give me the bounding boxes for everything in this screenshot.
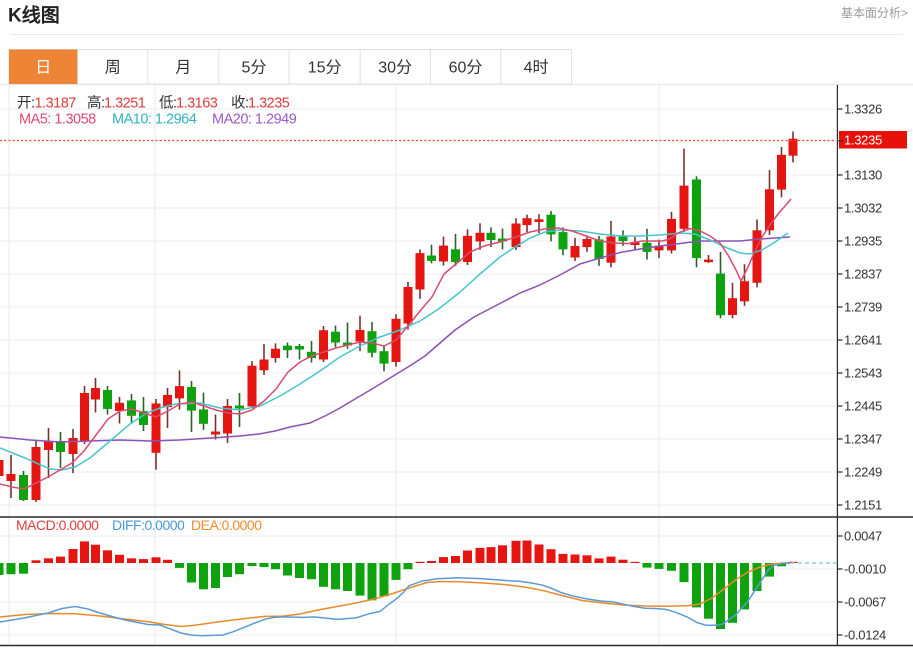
svg-text:日: 日 bbox=[35, 60, 51, 77]
svg-text:1.2641: 1.2641 bbox=[844, 333, 882, 348]
svg-text:MA5: 1.3058: MA5: 1.3058 bbox=[19, 112, 96, 128]
svg-text:1.3032: 1.3032 bbox=[844, 201, 882, 216]
svg-text:1.3163: 1.3163 bbox=[176, 96, 218, 112]
svg-text:1.2739: 1.2739 bbox=[844, 300, 882, 315]
svg-text:1.2935: 1.2935 bbox=[844, 234, 882, 249]
svg-text:DEA:0.0000: DEA:0.0000 bbox=[191, 517, 262, 533]
svg-text:1.3326: 1.3326 bbox=[844, 102, 882, 117]
svg-text:低:: 低: bbox=[159, 95, 177, 112]
svg-text:DIFF:0.0000: DIFF:0.0000 bbox=[112, 517, 185, 533]
svg-text:15分: 15分 bbox=[308, 59, 342, 77]
svg-text:-0.0124: -0.0124 bbox=[844, 628, 886, 643]
svg-text:1.3187: 1.3187 bbox=[35, 96, 77, 112]
svg-text:K线图: K线图 bbox=[8, 4, 60, 27]
svg-text:月: 月 bbox=[175, 60, 191, 77]
svg-text:1.2543: 1.2543 bbox=[844, 366, 882, 381]
svg-text:-0.0010: -0.0010 bbox=[844, 562, 886, 577]
svg-text:高:: 高: bbox=[87, 95, 105, 112]
svg-text:基本面分析>: 基本面分析> bbox=[841, 6, 908, 20]
svg-text:1.2347: 1.2347 bbox=[844, 432, 882, 447]
svg-text:收:: 收: bbox=[231, 95, 249, 112]
svg-text:1.3251: 1.3251 bbox=[104, 96, 146, 112]
svg-text:周: 周 bbox=[105, 60, 121, 77]
svg-text:1.2249: 1.2249 bbox=[844, 465, 882, 480]
svg-text:4时: 4时 bbox=[524, 59, 549, 77]
svg-text:5分: 5分 bbox=[242, 59, 267, 77]
svg-text:1.3130: 1.3130 bbox=[844, 168, 882, 183]
svg-text:MACD:0.0000: MACD:0.0000 bbox=[16, 517, 99, 533]
svg-text:1.3235: 1.3235 bbox=[248, 96, 290, 112]
svg-text:30分: 30分 bbox=[378, 59, 412, 77]
svg-text:1.2445: 1.2445 bbox=[844, 399, 882, 414]
svg-text:-0.0067: -0.0067 bbox=[844, 595, 886, 610]
svg-text:60分: 60分 bbox=[449, 59, 483, 77]
svg-text:MA20: 1.2949: MA20: 1.2949 bbox=[212, 112, 297, 128]
svg-text:0.0047: 0.0047 bbox=[844, 529, 882, 544]
svg-text:1.2151: 1.2151 bbox=[844, 498, 882, 513]
svg-text:MA10: 1.2964: MA10: 1.2964 bbox=[112, 112, 197, 128]
svg-text:1.2837: 1.2837 bbox=[844, 267, 882, 282]
svg-text:开:: 开: bbox=[17, 96, 35, 112]
svg-text:1.3235: 1.3235 bbox=[844, 133, 882, 148]
